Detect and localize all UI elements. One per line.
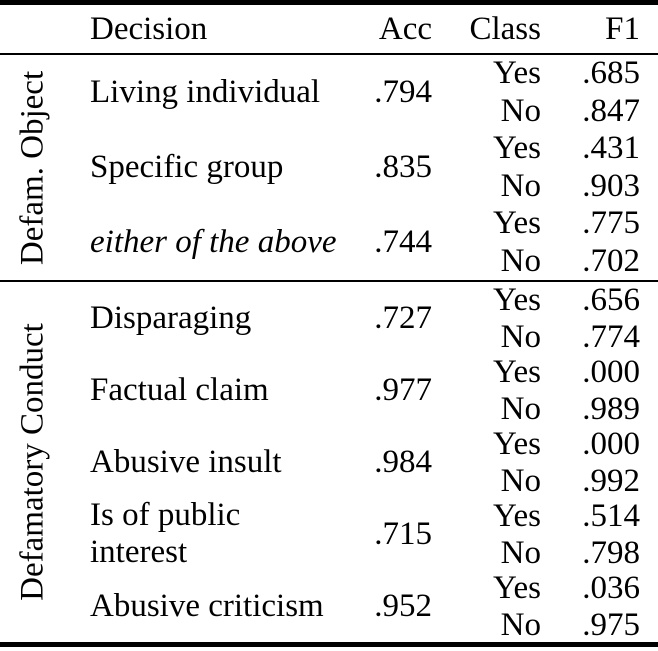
table-row: Factual claim .977 Yes .000 No .989 <box>88 354 658 428</box>
f1-cell: .992 <box>582 463 640 499</box>
decision-cell: either of the above <box>90 224 337 260</box>
subrow-yes: Yes .000 <box>432 426 640 463</box>
subrow-no: No .992 <box>432 463 640 500</box>
acc-cell: .952 <box>374 587 432 624</box>
f1-cell: .847 <box>582 92 640 129</box>
class-f1-cells: Yes .775 No .702 <box>432 205 658 280</box>
class-f1-cells: Yes .000 No .992 <box>432 426 658 500</box>
table-row: Disparaging .727 Yes .656 No .774 <box>88 282 658 356</box>
class-cell: No <box>500 535 541 571</box>
section-rows: Living individual .794 Yes .685 No .847 … <box>88 55 658 280</box>
subrow-yes: Yes .431 <box>432 130 640 168</box>
class-cell: Yes <box>492 205 541 242</box>
acc-cell: .977 <box>374 371 432 408</box>
top-rule <box>0 0 658 5</box>
subrow-yes: Yes .036 <box>432 570 640 607</box>
class-cell: No <box>500 391 541 427</box>
decision-cell: Abusive insult <box>90 443 282 480</box>
section-defam-object: Defam. Object Living individual .794 Yes… <box>0 55 658 280</box>
table-row: Living individual .794 Yes .685 No .847 <box>88 55 658 130</box>
decision-cell: Disparaging <box>90 299 252 336</box>
subrow-yes: Yes .685 <box>432 55 640 93</box>
f1-cell: .798 <box>582 535 640 571</box>
acc-cell: .984 <box>374 443 432 480</box>
class-f1-cells: Yes .514 No .798 <box>432 498 658 572</box>
acc-cell: .744 <box>374 224 432 260</box>
subrow-yes: Yes .775 <box>432 205 640 243</box>
f1-cell: .989 <box>582 391 640 427</box>
decision-cell: Living individual <box>90 74 321 110</box>
class-cell: Yes <box>492 426 541 462</box>
class-f1-cells: Yes .685 No .847 <box>432 55 658 130</box>
column-header-acc: Acc <box>378 10 432 47</box>
class-cell: Yes <box>492 570 541 606</box>
subrow-no: No .975 <box>432 607 640 644</box>
f1-cell: .775 <box>582 205 640 242</box>
class-cell: Yes <box>492 55 541 92</box>
class-f1-cells: Yes .656 No .774 <box>432 282 658 356</box>
f1-cell: .685 <box>582 55 640 92</box>
subrow-yes: Yes .000 <box>432 354 640 391</box>
subrow-no: No .702 <box>432 243 640 281</box>
section-label-defamatory-conduct: Defamatory Conduct <box>0 282 88 642</box>
f1-cell: .656 <box>582 282 640 318</box>
class-f1-cells: Yes .000 No .989 <box>432 354 658 428</box>
f1-cell: .774 <box>582 319 640 355</box>
acc-cell: .835 <box>374 149 432 185</box>
subrow-no: No .989 <box>432 391 640 428</box>
class-cell: Yes <box>492 130 541 167</box>
table-header-row: Decision Acc Class F1 <box>0 5 658 53</box>
f1-cell: .702 <box>582 242 640 279</box>
table-row: Is of public interest .715 Yes .514 No .… <box>88 497 658 572</box>
f1-cell: .036 <box>582 570 640 606</box>
column-header-f1: F1 <box>605 10 640 47</box>
subrow-no: No .774 <box>432 319 640 356</box>
table-row: Specific group .835 Yes .431 No .903 <box>88 130 658 205</box>
subrow-yes: Yes .656 <box>432 282 640 319</box>
section-rows: Disparaging .727 Yes .656 No .774 Factua… <box>88 282 658 644</box>
class-cell: Yes <box>492 498 541 534</box>
class-cell: No <box>500 607 541 643</box>
subrow-no: No .847 <box>432 93 640 131</box>
table-row: Abusive criticism .952 Yes .036 No .975 <box>88 570 658 644</box>
decision-cell: Abusive criticism <box>90 587 324 624</box>
column-header-class: Class <box>469 10 541 47</box>
subrow-no: No .903 <box>432 168 640 206</box>
subrow-yes: Yes .514 <box>432 498 640 535</box>
section-defamatory-conduct: Defamatory Conduct Disparaging .727 Yes … <box>0 282 658 644</box>
table-row: either of the above .744 Yes .775 No .70… <box>88 205 658 280</box>
decision-cell: Is of public interest <box>90 497 241 570</box>
class-cell: No <box>500 319 541 355</box>
section-divider-rule <box>0 280 658 282</box>
table-row: Abusive insult .984 Yes .000 No .992 <box>88 426 658 500</box>
class-cell: Yes <box>492 282 541 318</box>
acc-cell: .715 <box>374 515 432 552</box>
f1-cell: .000 <box>582 426 640 462</box>
class-cell: No <box>500 92 541 129</box>
bottom-rule <box>0 642 658 647</box>
section-label-text: Defamatory Conduct <box>14 323 51 601</box>
section-label-text: Defam. Object <box>14 70 51 265</box>
section-label-defam-object: Defam. Object <box>0 55 88 280</box>
class-cell: No <box>500 242 541 279</box>
class-cell: No <box>500 167 541 204</box>
decision-cell: Specific group <box>90 149 284 185</box>
acc-cell: .727 <box>374 299 432 336</box>
class-cell: No <box>500 463 541 499</box>
f1-cell: .431 <box>582 130 640 167</box>
column-header-decision: Decision <box>90 10 208 47</box>
f1-cell: .514 <box>582 498 640 534</box>
f1-cell: .975 <box>582 607 640 643</box>
acc-cell: .794 <box>374 74 432 110</box>
subrow-no: No .798 <box>432 535 640 572</box>
class-f1-cells: Yes .036 No .975 <box>432 570 658 644</box>
class-f1-cells: Yes .431 No .903 <box>432 130 658 205</box>
decision-cell: Factual claim <box>90 371 269 408</box>
f1-cell: .000 <box>582 354 640 390</box>
f1-cell: .903 <box>582 167 640 204</box>
class-cell: Yes <box>492 354 541 390</box>
header-rule <box>0 53 658 55</box>
